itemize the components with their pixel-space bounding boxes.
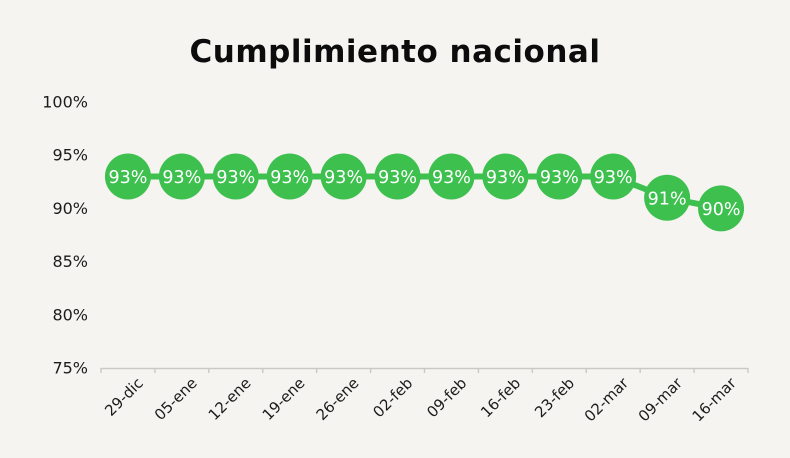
x-axis-tick-label: 19-ene: [259, 374, 309, 424]
data-point-marker: [266, 153, 313, 200]
x-axis-tick-label: 26-ene: [313, 374, 363, 424]
x-axis-tick-label: 09-feb: [423, 374, 470, 421]
data-point-label: 93%: [540, 168, 579, 188]
y-axis-tick-label: 95%: [52, 146, 88, 165]
data-point-marker: [482, 153, 529, 200]
data-point-marker: [320, 153, 367, 200]
y-axis-tick-label: 75%: [52, 359, 88, 378]
y-axis-tick-label: 90%: [52, 199, 88, 218]
chart-title: Cumplimiento nacional: [189, 34, 601, 70]
data-point-label: 93%: [324, 168, 363, 188]
x-axis-tick-label: 16-mar: [689, 374, 741, 426]
data-point-label: 93%: [432, 168, 471, 188]
x-axis-tick-label: 09-mar: [635, 374, 687, 426]
data-point-label: 93%: [270, 168, 309, 188]
y-axis-tick-label: 100%: [42, 93, 88, 112]
data-point-label: 93%: [594, 168, 633, 188]
data-point-label: 93%: [378, 168, 417, 188]
data-point-marker: [428, 153, 475, 200]
x-axis-tick-label: 16-feb: [477, 374, 524, 421]
x-axis-tick-label: 05-ene: [151, 374, 201, 424]
x-axis-tick-label: 02-mar: [581, 374, 633, 426]
data-point-marker: [158, 153, 205, 200]
data-point-marker: [644, 174, 691, 221]
data-point-marker: [104, 153, 151, 200]
data-point-label: 93%: [486, 168, 525, 188]
x-axis-tick-label: 12-ene: [205, 374, 255, 424]
data-point-marker: [374, 153, 421, 200]
data-point-marker: [212, 153, 259, 200]
data-point-marker: [536, 153, 583, 200]
data-point-label: 93%: [216, 168, 255, 188]
data-point-label: 90%: [702, 200, 741, 220]
x-axis-tick-label: 23-feb: [531, 374, 578, 421]
data-point-label: 91%: [648, 189, 687, 209]
data-point-marker: [590, 153, 637, 200]
data-point-label: 93%: [109, 168, 148, 188]
data-point-label: 93%: [162, 168, 201, 188]
x-axis-tick-label: 29-dic: [101, 374, 147, 420]
y-axis-tick-label: 85%: [52, 252, 88, 271]
data-point-marker: [698, 185, 745, 232]
x-axis-tick-label: 02-feb: [369, 374, 416, 421]
y-axis-tick-label: 80%: [52, 305, 88, 324]
